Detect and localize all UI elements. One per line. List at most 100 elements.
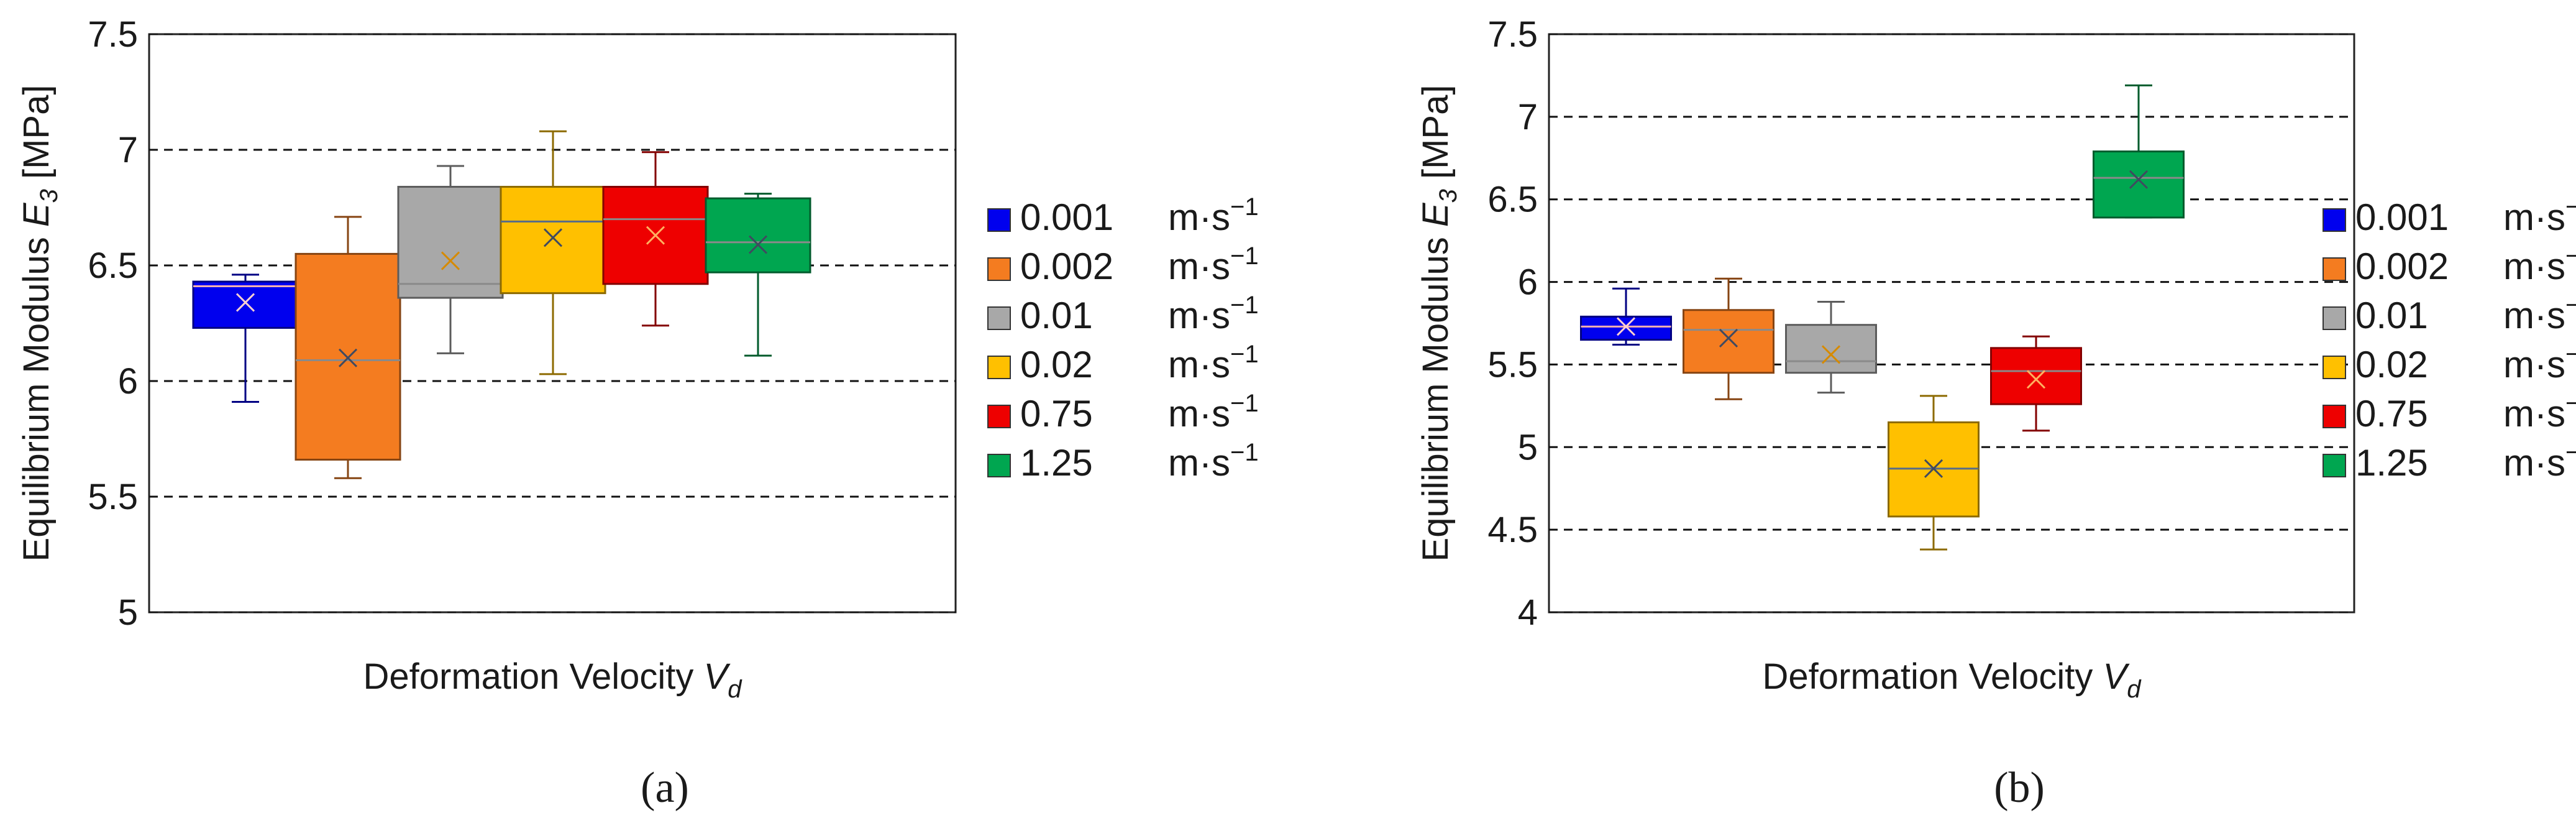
x-axis-label-symbol: V [704,656,731,697]
legend-unit-exponent: −1 [2565,390,2576,417]
box-0.75 [1990,335,2082,432]
legend-unit-exponent: −1 [1230,439,1259,466]
legend-value: 0.75 [2355,393,2428,434]
legend-unit-exponent: −1 [2565,193,2576,221]
legend-value: 0.02 [1020,344,1093,385]
legend-entry: 0.001 m·s−1 [2355,193,2576,238]
legend-entry: 0.02 m·s−1 [2355,341,2576,385]
mean-marker [543,228,563,247]
box-0.02 [500,130,606,375]
y-axis-label-text: Equilibrium Modulus [1415,237,1456,561]
legend-unit: m·s [2503,295,2565,336]
legend-entry: 0.75 m·s−1 [1020,390,1259,434]
legend-unit: m·s [1168,196,1230,238]
y-tick-label: 6 [118,361,138,402]
legend-unit: m·s [2503,246,2565,287]
x-axis-label-subscript: d [728,676,742,703]
legend-unit: m·s [1168,393,1230,434]
y-axis-label-text: Equilibrium Modulus [16,237,57,561]
legend-unit-exponent: −1 [1230,292,1259,319]
legend-unit: m·s [1168,442,1230,484]
legend-unit-exponent: −1 [1230,341,1259,368]
y-axis-label-space [1415,227,1456,237]
mean-marker [441,251,460,270]
legend-value: 0.001 [2355,196,2449,238]
box-body [1785,324,1877,374]
mean-marker [1924,459,1943,478]
y-axis-label-unit: [MPa] [1415,85,1456,180]
legend-value: 0.01 [1020,295,1093,336]
legend-swatch [987,208,1011,232]
legend-swatch [2323,454,2346,477]
panel-label: (b) [1994,764,2045,812]
y-axis-label-unit: [MPa] [16,85,57,180]
mean-marker [1616,317,1636,336]
box-body [1990,347,2082,405]
x-axis-label-subscript: d [2127,676,2142,703]
y-axis-label-subscript: 3 [1435,189,1462,203]
legend-entry: 0.75 m·s−1 [2355,390,2576,434]
y-tick-label: 4.5 [1487,510,1538,550]
y-tick-label: 7 [1518,97,1538,137]
y-axis-label-symbol: E [1415,202,1456,227]
legend-unit: m·s [1168,344,1230,385]
legend-entry: 0.002 m·s−1 [2355,242,2576,287]
legend-entry: 0.01 m·s−1 [2355,292,2576,336]
box-0.01 [397,165,504,354]
legend-value: 0.002 [1020,246,1113,287]
x-axis-label-symbol: V [2103,656,2131,697]
box-body [192,280,299,329]
legend-swatch [987,306,1011,330]
legend-unit-exponent: −1 [2565,439,2576,466]
box-1.25 [705,193,811,357]
legend-swatch [987,356,1011,379]
legend-entry: 0.01 m·s−1 [1020,292,1259,336]
legend-value: 0.002 [2355,246,2449,287]
x-axis-label: Deformation Velocity Vd [363,656,743,703]
y-axis-label: Equilibrium Modulus E3 [MPa] [16,85,63,562]
legend-swatch [2323,306,2346,330]
x-axis-label-text: Deformation Velocity [363,656,694,697]
mean-marker [1719,328,1738,347]
y-tick-label: 5.5 [88,477,138,517]
legend-value: 0.02 [2355,344,2428,385]
legend-unit: m·s [1168,246,1230,287]
legend-swatch [2323,257,2346,281]
box-1.25 [2093,84,2185,219]
legend-unit: m·s [2503,442,2565,484]
box-0.001 [1580,287,1672,346]
box-0.02 [1888,395,1980,551]
panel-label: (a) [641,764,689,812]
box-body [705,197,811,274]
legend-swatch [2323,208,2346,232]
legend-unit: m·s [2503,393,2565,434]
box-body [1683,309,1774,374]
legend-entry: 1.25 m·s−1 [1020,439,1259,484]
legend-unit-exponent: −1 [1230,242,1259,270]
y-axis-label: Equilibrium Modulus E3 [MPa] [1415,85,1462,562]
y-tick-label: 5 [118,592,138,633]
mean-marker [2129,170,2149,189]
legend-value: 0.75 [1020,393,1093,434]
mean-marker [338,348,358,367]
box-0.001 [192,274,299,403]
x-axis-label-space [693,656,703,697]
y-tick-label: 6.5 [1487,180,1538,220]
legend-entry: 0.001 m·s−1 [1020,193,1259,238]
y-tick-label: 4 [1518,592,1538,633]
y-tick-label: 5 [1518,427,1538,467]
chart-panel-a: 5 5.5 6 6.5 7 7.5 Equilibrium Modulus E3 [MPa]… [16,14,1259,812]
x-axis-label-text: Deformation Velocity [1763,656,2093,697]
legend-unit-exponent: −1 [2565,341,2576,368]
legend-value: 0.01 [2355,295,2428,336]
y-tick-label: 7.5 [88,14,138,55]
mean-marker [1821,345,1841,364]
box-body [2093,150,2185,219]
y-axis-label-space [1415,179,1456,189]
legend-entry: 1.25 m·s−1 [2355,439,2576,484]
legend-value: 0.001 [1020,196,1113,238]
legend-swatch [2323,405,2346,428]
legend-unit-exponent: −1 [1230,193,1259,221]
box-body [500,186,606,295]
